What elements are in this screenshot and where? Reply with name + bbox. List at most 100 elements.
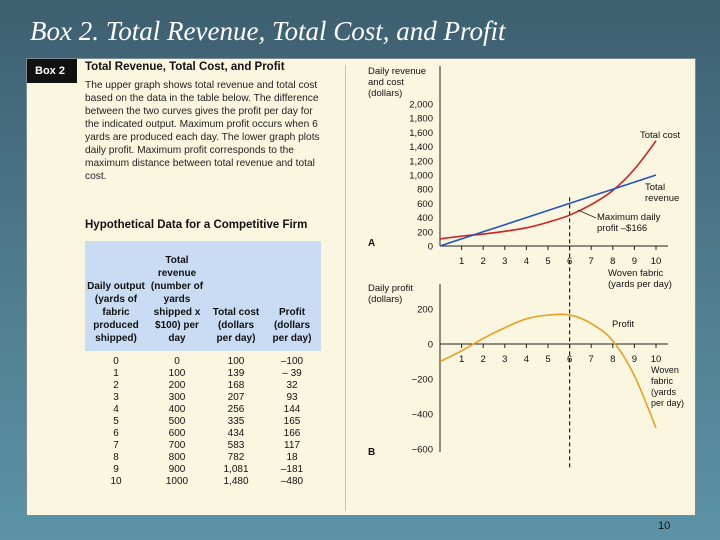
table-cell: 0 xyxy=(174,356,180,367)
table-cell: 4 xyxy=(113,404,119,415)
chart-a-panel-label: A xyxy=(368,238,375,249)
table-cell: 900 xyxy=(168,464,186,475)
table-cell: 335 xyxy=(227,416,245,427)
profit-line xyxy=(439,313,657,429)
chart-b-ylabel: Daily profit (dollars) xyxy=(368,283,413,305)
table-cell: 0 xyxy=(113,356,119,367)
table-row: 7 700 583 117 xyxy=(85,440,321,452)
table-cell: 1000 xyxy=(165,476,189,487)
table-cell: 434 xyxy=(227,428,245,439)
box-panel: Box 2 Total Revenue, Total Cost, and Pro… xyxy=(26,58,696,516)
chart-a-ytick-label: 400 xyxy=(417,213,433,224)
col-header-revenue: Total revenue (number of yards shipped x… xyxy=(150,255,204,344)
table-cell: 139 xyxy=(227,368,245,379)
chart-a-ytick-label: 1,200 xyxy=(409,156,433,167)
table-cell: 200 xyxy=(168,380,186,391)
table-cell: 583 xyxy=(227,440,245,451)
chart-a-ytick-label: 1,600 xyxy=(409,128,433,139)
total-revenue-line xyxy=(439,174,657,247)
table-row: 5 500 335 165 xyxy=(85,416,321,428)
table-cell: –181 xyxy=(280,464,304,475)
chart-b-xtick-label: 2 xyxy=(481,354,486,365)
chart-b-xtick-label: 8 xyxy=(610,354,615,365)
table-row: 9 900 1,081 –181 xyxy=(85,464,321,476)
page-number: 10 xyxy=(658,520,671,532)
table-cell: 117 xyxy=(284,440,300,451)
table-row: 1 100 139 – 39 xyxy=(85,368,321,380)
chart-a-ytick-label: 1,800 xyxy=(409,114,433,125)
chart-a-xtick-label: 10 xyxy=(651,256,662,267)
chart-b-ytick-label: −600 xyxy=(412,445,433,456)
table-row: 10 1000 1,480 –480 xyxy=(85,476,321,488)
chart-b-xlabel: Woven fabric (yards per day) xyxy=(651,365,684,408)
chart-a-xtick-label: 2 xyxy=(481,256,486,267)
col-header-output: Daily output (yards of fabric produced s… xyxy=(87,281,145,344)
chart-a-xtick-label: 8 xyxy=(610,256,615,267)
table-cell: –100 xyxy=(280,356,304,367)
chart-b-ytick-label: −400 xyxy=(412,410,433,421)
table-cell: 1,480 xyxy=(223,476,249,487)
table-cell: 400 xyxy=(168,404,186,415)
chart-a-ylabel: Daily revenue and cost (dollars) xyxy=(368,66,426,99)
chart-b-xtick-label: 4 xyxy=(524,354,529,365)
chart-a-xtick-label: 4 xyxy=(524,256,529,267)
chart-a-xtick-label: 9 xyxy=(632,256,637,267)
table-cell: 700 xyxy=(168,440,186,451)
annotation-pointer xyxy=(577,209,597,219)
table-cell: – 39 xyxy=(282,368,302,379)
chart-b-xtick-label: 9 xyxy=(632,354,637,365)
chart-b-xtick-label: 3 xyxy=(502,354,507,365)
chart-a-ytick-label: 600 xyxy=(417,199,433,210)
table-row: 6 600 434 166 xyxy=(85,428,321,440)
table-title: Hypothetical Data for a Competitive Firm xyxy=(85,219,308,231)
chart-b-xtick-label: 6 xyxy=(567,354,572,365)
table-cell: 207 xyxy=(227,392,245,403)
table-cell: 3 xyxy=(113,392,119,403)
col-header-cost: Total cost (dollars per day) xyxy=(212,307,260,344)
table-cell: 100 xyxy=(227,356,245,367)
table-cell: 500 xyxy=(168,416,186,427)
table-cell: 300 xyxy=(168,392,186,403)
table-cell: 18 xyxy=(286,452,298,463)
table-cell: 1 xyxy=(113,368,119,379)
col-header-profit: Profit (dollars per day) xyxy=(272,307,312,344)
max-profit-annotation: Maximum daily profit –$166 xyxy=(597,212,661,234)
total-revenue-label: Total revenue xyxy=(645,182,679,204)
table-cell: 256 xyxy=(227,404,245,415)
table-cell: 100 xyxy=(168,368,186,379)
table-cell: 93 xyxy=(286,392,298,403)
table-cell: 8 xyxy=(113,452,119,463)
table-cell: 5 xyxy=(113,416,119,427)
chart-b-xtick-label: 5 xyxy=(545,354,550,365)
column-divider xyxy=(345,65,346,511)
chart-a-xtick-label: 7 xyxy=(589,256,594,267)
total-cost-label: Total cost xyxy=(640,130,680,141)
chart-a-ytick-label: 1,400 xyxy=(409,142,433,153)
chart-b-xtick-label: 10 xyxy=(651,354,662,365)
table-cell: 2 xyxy=(113,380,119,391)
chart-b-ytick-label: 200 xyxy=(417,305,433,316)
table-row: 4 400 256 144 xyxy=(85,404,321,416)
chart-a-xtick-label: 5 xyxy=(545,256,550,267)
table-cell: 10 xyxy=(110,476,122,487)
table-row: 8 800 782 18 xyxy=(85,452,321,464)
table-cell: –480 xyxy=(280,476,304,487)
table-cell: 782 xyxy=(227,452,245,463)
table-cell: 1,081 xyxy=(223,464,249,475)
box-tag: Box 2 xyxy=(27,59,77,83)
chart-a-ytick-label: 800 xyxy=(417,185,433,196)
chart-a-xlabel: Woven fabric (yards per day) xyxy=(608,268,672,290)
table-cell: 9 xyxy=(113,464,119,475)
table-cell: 144 xyxy=(283,404,301,415)
slide-title: Box 2. Total Revenue, Total Cost, and Pr… xyxy=(30,16,506,46)
chart-b-panel-label: B xyxy=(368,447,375,458)
table-cell: 168 xyxy=(227,380,245,391)
box-heading: Total Revenue, Total Cost, and Profit xyxy=(85,61,285,73)
table-cell: 6 xyxy=(113,428,119,439)
chart-b-xtick-label: 1 xyxy=(459,354,464,365)
table-cell: 32 xyxy=(286,380,298,391)
chart-b-xtick-label: 7 xyxy=(589,354,594,365)
chart-a-ytick-label: 1,000 xyxy=(409,171,433,182)
profit-label: Profit xyxy=(612,319,635,330)
